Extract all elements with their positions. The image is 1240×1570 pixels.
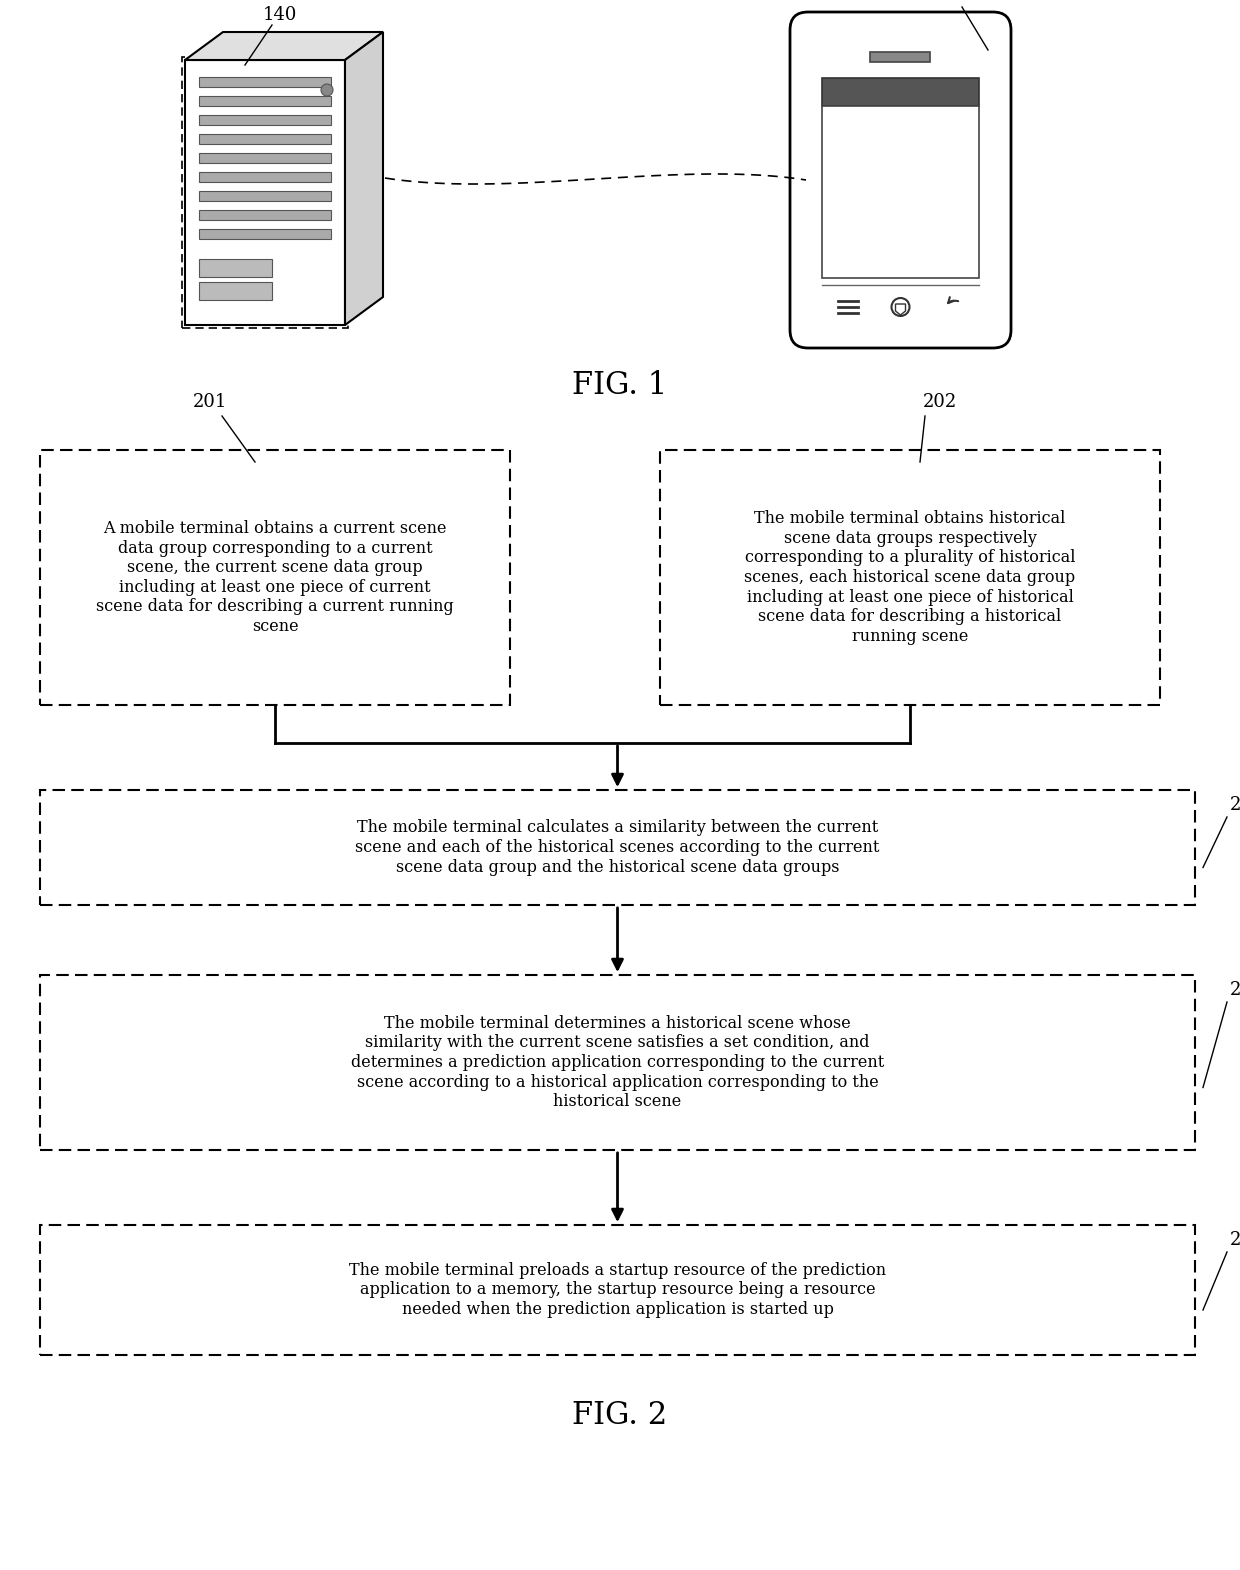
Bar [198, 173, 331, 182]
Text: The mobile terminal preloads a startup resource of the prediction
application to: The mobile terminal preloads a startup r… [348, 1262, 887, 1319]
Bar [40, 975, 1195, 1149]
Bar [182, 57, 348, 328]
Text: 204: 204 [1230, 981, 1240, 999]
Bar [870, 52, 930, 61]
Bar [198, 96, 331, 107]
Text: FIG. 1: FIG. 1 [573, 369, 667, 400]
Text: The mobile terminal calculates a similarity between the current
scene and each o: The mobile terminal calculates a similar… [356, 820, 879, 876]
Text: 201: 201 [192, 392, 227, 411]
Bar [822, 107, 980, 278]
Bar [198, 192, 331, 201]
FancyBboxPatch shape [790, 13, 1011, 349]
Bar [198, 229, 331, 239]
Text: 140: 140 [263, 6, 298, 24]
Text: 203: 203 [1230, 796, 1240, 813]
Bar [198, 283, 272, 300]
Bar [198, 115, 331, 126]
Bar [40, 1225, 1195, 1355]
Bar [198, 152, 331, 163]
Bar [198, 210, 331, 220]
Polygon shape [185, 31, 383, 60]
Bar [660, 451, 1159, 705]
Text: The mobile terminal determines a historical scene whose
similarity with the curr: The mobile terminal determines a histori… [351, 1014, 884, 1110]
Circle shape [321, 85, 334, 96]
Text: 120: 120 [962, 0, 997, 5]
Bar [185, 60, 345, 325]
Text: 202: 202 [923, 392, 957, 411]
Text: 205: 205 [1230, 1231, 1240, 1250]
Bar [40, 790, 1195, 904]
Polygon shape [345, 31, 383, 325]
Bar [198, 77, 331, 86]
Bar [40, 451, 510, 705]
Text: FIG. 2: FIG. 2 [573, 1399, 667, 1430]
Bar [198, 259, 272, 276]
Bar [198, 133, 331, 144]
Text: The mobile terminal obtains historical
scene data groups respectively
correspond: The mobile terminal obtains historical s… [744, 510, 1075, 645]
Text: A mobile terminal obtains a current scene
data group corresponding to a current
: A mobile terminal obtains a current scen… [97, 520, 454, 634]
Bar [822, 78, 980, 107]
